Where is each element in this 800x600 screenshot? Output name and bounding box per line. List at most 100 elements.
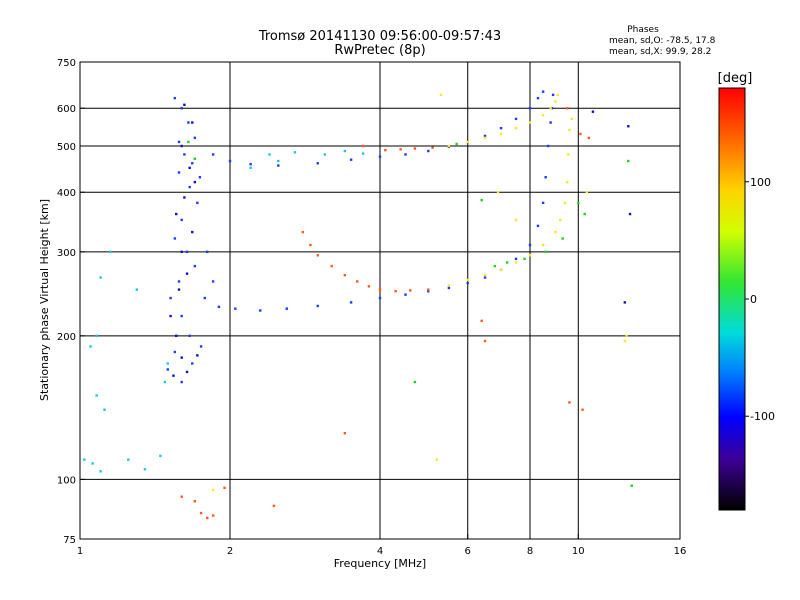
data-point [173, 350, 177, 354]
data-point [563, 201, 567, 205]
data-point [169, 314, 172, 318]
data-point [198, 176, 202, 179]
y-tick-label: 600 [57, 104, 76, 115]
data-point [166, 362, 169, 365]
data-point [591, 110, 595, 113]
colorbar-label: [deg] [718, 71, 753, 86]
data-point [343, 431, 347, 435]
data-point [565, 107, 569, 110]
data-point [413, 380, 417, 384]
data-point [277, 159, 280, 163]
x-tick-label: 2 [227, 546, 233, 557]
data-point [623, 301, 627, 304]
data-point [413, 147, 417, 150]
data-point [180, 107, 183, 110]
data-point [483, 273, 487, 277]
data-point [523, 257, 526, 261]
data-point [378, 288, 382, 291]
data-point [384, 148, 387, 152]
data-point [183, 153, 186, 156]
x-tick-label: 10 [572, 546, 585, 557]
data-point [630, 484, 633, 487]
data-point [355, 280, 359, 283]
data-point [180, 250, 183, 254]
y-tick-label: 400 [57, 188, 76, 199]
data-point [211, 280, 215, 283]
data-point [544, 250, 547, 254]
data-point [483, 134, 487, 138]
data-point [196, 354, 199, 357]
y-tick-label: 500 [57, 142, 76, 153]
data-point [187, 121, 190, 124]
data-point [579, 132, 582, 136]
data-point [199, 511, 203, 515]
data-point [623, 339, 627, 343]
data-point [217, 305, 221, 309]
data-point [483, 339, 487, 343]
data-point [268, 153, 271, 156]
data-point [180, 144, 183, 148]
stats-heading: Phases [627, 25, 659, 35]
colorbar [718, 87, 746, 511]
data-point [89, 345, 92, 348]
data-point [249, 166, 252, 170]
chart-title: Tromsø 20141130 09:56:00-09:57:43 [258, 29, 501, 44]
data-point [480, 319, 483, 323]
data-point [466, 278, 469, 282]
data-point [541, 201, 545, 205]
data-point [427, 290, 430, 293]
data-point [577, 201, 580, 205]
data-point [163, 380, 167, 384]
data-point [166, 368, 169, 371]
data-point [435, 458, 438, 461]
data-point [447, 284, 451, 287]
data-point [528, 107, 532, 110]
colorbar-ticks: 100 0 -100 [745, 176, 775, 423]
data-point [330, 264, 333, 268]
data-point [536, 96, 540, 100]
data-point [95, 334, 98, 338]
data-point [554, 100, 557, 103]
data-point [211, 153, 215, 156]
data-point [447, 144, 451, 148]
data-point [127, 458, 130, 461]
data-point [180, 314, 183, 318]
data-point [427, 149, 430, 153]
x-tick-label: 16 [674, 546, 687, 557]
data-point [378, 296, 382, 300]
data-point [554, 230, 557, 234]
data-point [172, 374, 175, 377]
y-tick-labels: 75 100 200 300 400 500 600 750 [57, 58, 85, 546]
data-point [466, 281, 469, 285]
data-point [191, 230, 194, 234]
data-point [95, 394, 98, 397]
data-point [439, 93, 443, 97]
data-point [567, 153, 570, 156]
data-point [628, 212, 632, 216]
data-point [581, 408, 584, 411]
colorbar-tick-label: -100 [750, 410, 775, 423]
data-point [180, 356, 183, 359]
data-point [541, 243, 545, 247]
data-point [99, 470, 102, 473]
data-point [180, 218, 183, 222]
data-point [205, 516, 209, 520]
data-point [188, 334, 191, 338]
data-point [427, 288, 430, 291]
data-point [323, 153, 327, 156]
data-point [528, 121, 532, 124]
x-tick-label: 1 [77, 546, 83, 557]
data-point [83, 458, 86, 461]
data-point [277, 164, 280, 167]
y-tick-label: 750 [57, 58, 76, 69]
data-point [188, 185, 191, 189]
data-point [549, 121, 552, 124]
data-point [514, 261, 518, 264]
data-point [272, 504, 276, 508]
data-point [259, 309, 262, 312]
data-point [205, 250, 209, 254]
data-point [99, 276, 102, 279]
data-point [627, 159, 630, 163]
data-point [447, 286, 451, 290]
data-point [536, 224, 540, 228]
